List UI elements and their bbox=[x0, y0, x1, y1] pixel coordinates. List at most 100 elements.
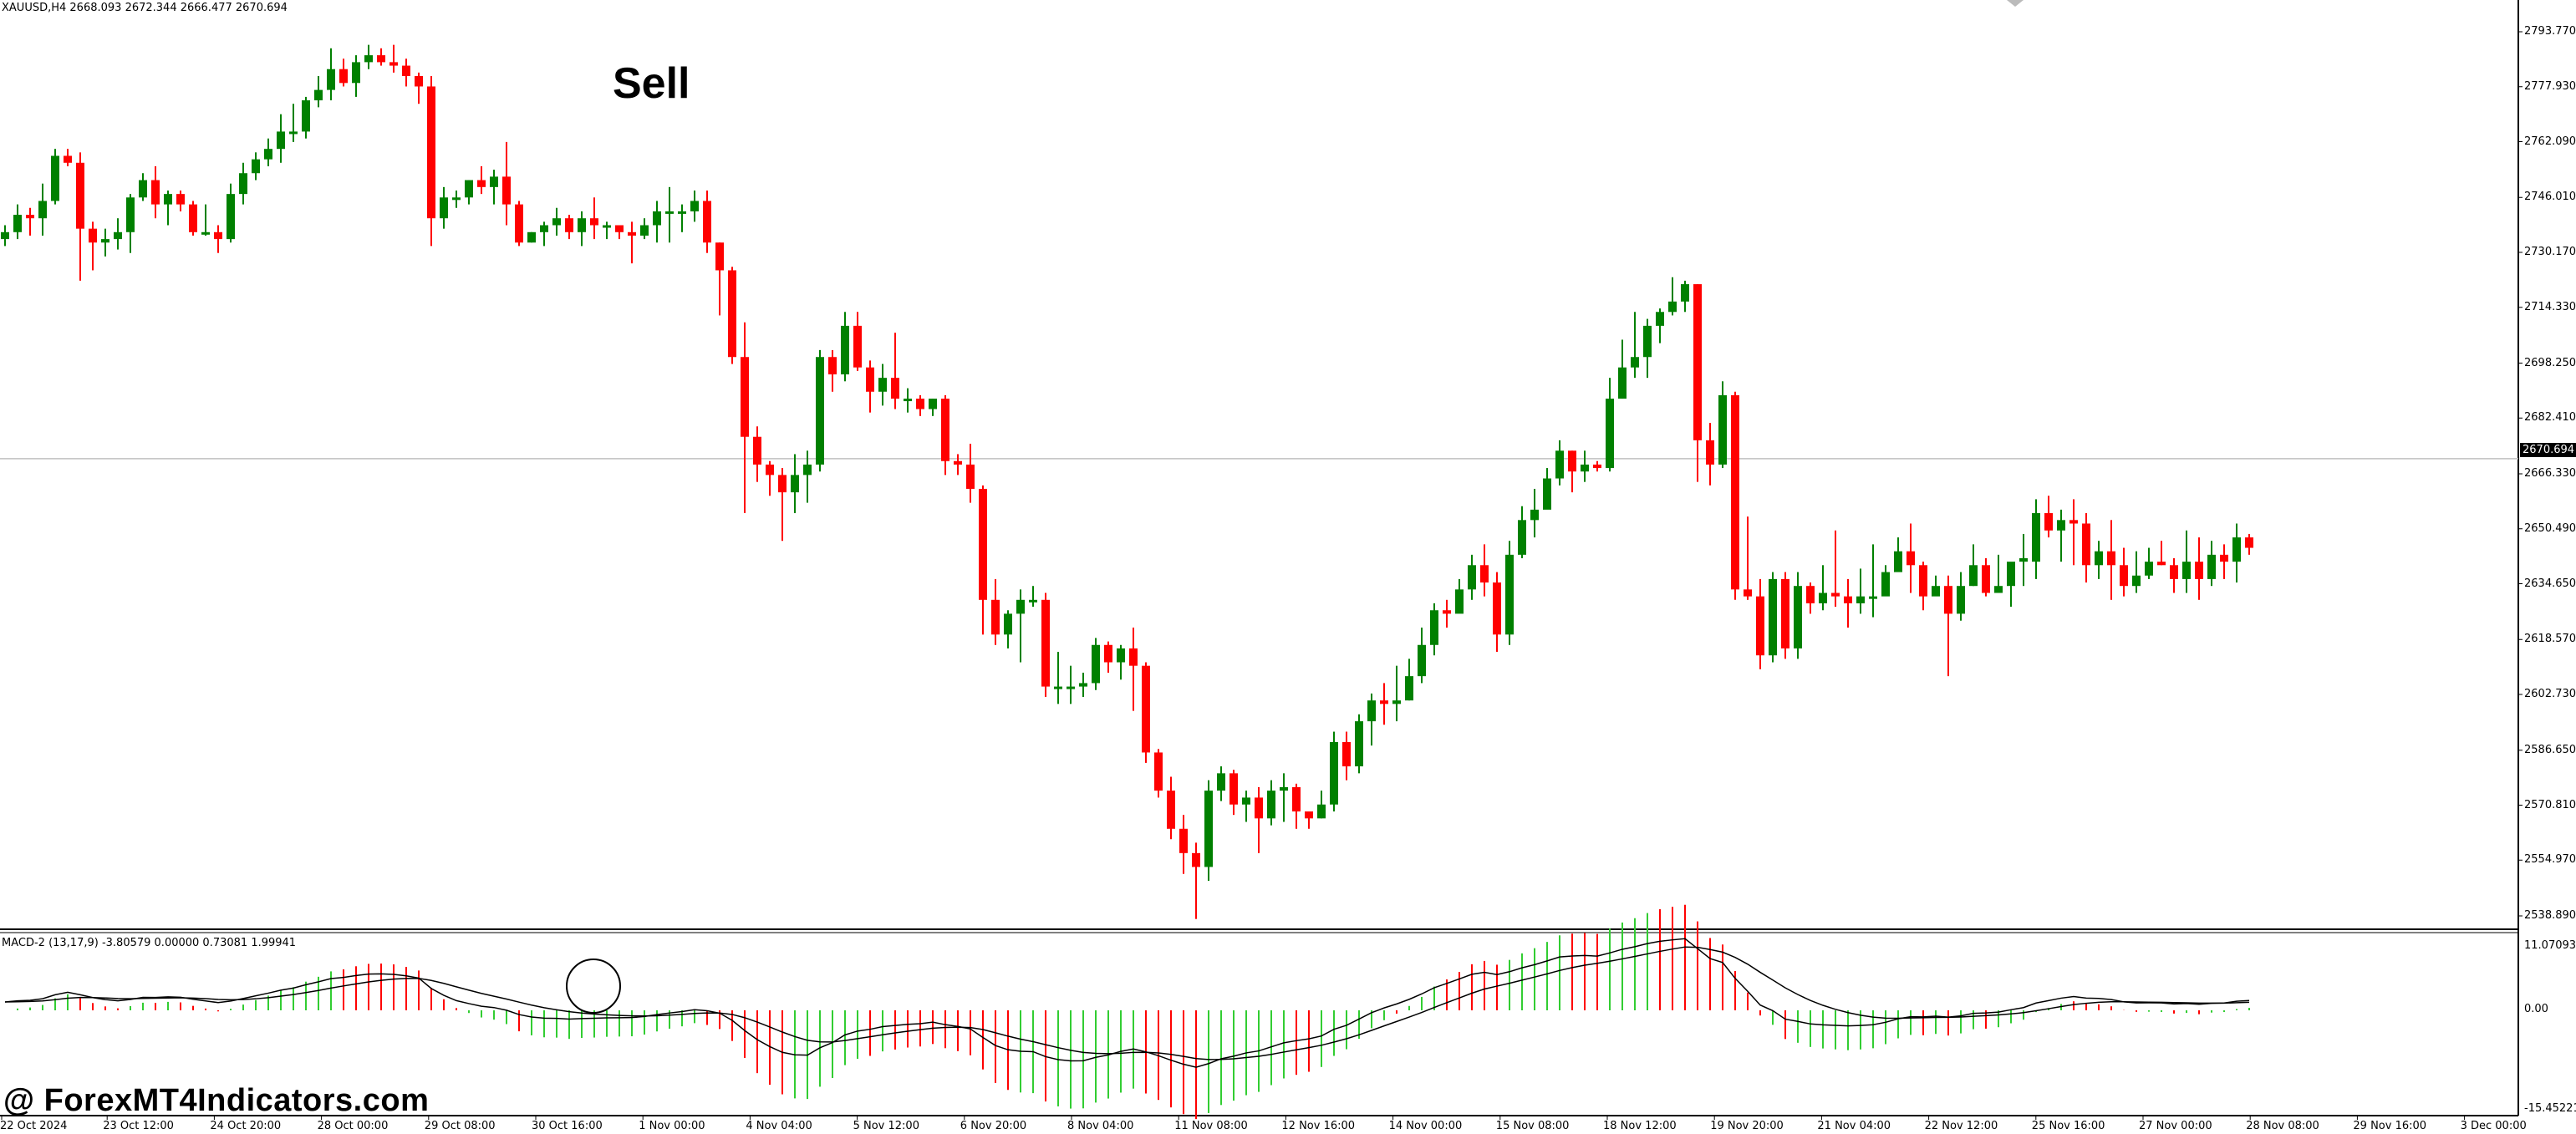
candle-body bbox=[1932, 586, 1940, 597]
candle-body bbox=[2182, 562, 2191, 579]
candle-body bbox=[1919, 565, 1927, 597]
time-tick-label: 28 Oct 00:00 bbox=[317, 1120, 389, 1132]
time-tick-label: 3 Dec 00:00 bbox=[2460, 1120, 2527, 1132]
time-tick-label: 12 Nov 16:00 bbox=[1281, 1120, 1356, 1132]
candle-body bbox=[1117, 648, 1125, 663]
candle-body bbox=[1693, 284, 1702, 440]
candle-body bbox=[440, 197, 448, 219]
candle-body bbox=[590, 218, 598, 226]
candle-body bbox=[1443, 610, 1451, 614]
candle-body bbox=[1016, 599, 1025, 614]
candle-body bbox=[264, 149, 272, 160]
time-tick-label: 23 Oct 12:00 bbox=[103, 1120, 174, 1132]
candle-body bbox=[1367, 700, 1376, 722]
candle-body bbox=[490, 176, 498, 187]
candle-body bbox=[1907, 551, 1915, 566]
candle-body bbox=[126, 197, 135, 232]
macd-axis-bottom: -15.45221 bbox=[2524, 1102, 2576, 1115]
candle-body bbox=[13, 215, 22, 232]
candle-body bbox=[1342, 742, 1351, 767]
candle-body bbox=[1543, 478, 1551, 510]
candle-body bbox=[2057, 520, 2065, 531]
time-tick-label: 14 Nov 00:00 bbox=[1388, 1120, 1463, 1132]
candle-body bbox=[277, 131, 285, 150]
candle-body bbox=[1668, 301, 1677, 313]
candle-body bbox=[1631, 357, 1639, 368]
candle-body bbox=[1154, 752, 1163, 791]
candle-body bbox=[1493, 582, 1501, 635]
candle-body bbox=[753, 436, 761, 465]
candle-body bbox=[653, 211, 661, 226]
candle-body bbox=[477, 180, 486, 187]
candle-body bbox=[640, 225, 649, 236]
candle-body bbox=[1756, 596, 1764, 656]
candle-body bbox=[1731, 394, 1739, 590]
candle-body bbox=[314, 89, 323, 101]
time-tick-label: 18 Nov 12:00 bbox=[1603, 1120, 1677, 1132]
candle-body bbox=[866, 367, 874, 392]
candle-body bbox=[1681, 284, 1689, 302]
candle-body bbox=[364, 55, 373, 63]
price-tick-label: 2538.890 bbox=[2524, 909, 2576, 922]
candle-body bbox=[1041, 599, 1050, 687]
candle-body bbox=[339, 69, 348, 84]
candle-body bbox=[502, 176, 511, 205]
candle-body bbox=[1267, 791, 1275, 819]
candle-body bbox=[164, 194, 172, 205]
price-tick-label: 2682.410 bbox=[2524, 411, 2576, 425]
candle-body bbox=[891, 378, 899, 399]
candle-body bbox=[1217, 773, 1225, 791]
candle-body bbox=[515, 204, 523, 243]
candle-body bbox=[38, 201, 47, 219]
time-tick-label: 22 Oct 2024 bbox=[0, 1120, 68, 1132]
candle-body bbox=[1518, 520, 1526, 555]
candle-body bbox=[465, 180, 473, 198]
candle-body bbox=[690, 201, 699, 211]
candle-body bbox=[176, 194, 185, 205]
time-tick-label: 25 Nov 16:00 bbox=[2031, 1120, 2105, 1132]
candle-body bbox=[101, 239, 109, 243]
candle-body bbox=[201, 231, 210, 235]
candle-body bbox=[189, 204, 197, 232]
candle-body bbox=[252, 159, 260, 174]
price-tick-label: 2586.650 bbox=[2524, 743, 2576, 756]
candle-body bbox=[853, 325, 862, 368]
symbol-ohlc-header: XAUUSD,H4 2668.093 2672.344 2666.477 267… bbox=[2, 2, 288, 14]
time-tick-label: 5 Nov 12:00 bbox=[853, 1120, 919, 1132]
macd-line bbox=[4, 938, 2250, 1068]
crossover-circle-annotation bbox=[566, 959, 621, 1014]
candle-body bbox=[2145, 562, 2153, 576]
candle-body bbox=[1380, 700, 1388, 704]
candle-body bbox=[26, 215, 34, 219]
candle-body bbox=[1242, 797, 1250, 805]
candle-body bbox=[51, 155, 59, 201]
candle-body bbox=[1104, 644, 1112, 663]
candle-body bbox=[302, 100, 310, 132]
price-tick-label: 2714.330 bbox=[2524, 300, 2576, 313]
candle-body bbox=[1957, 586, 1965, 614]
candle-body bbox=[2019, 557, 2028, 562]
candle-body bbox=[803, 464, 812, 475]
candle-body bbox=[1418, 644, 1426, 677]
candle-body bbox=[2207, 554, 2216, 579]
candle-body bbox=[1618, 367, 1627, 399]
candle-body bbox=[139, 180, 147, 198]
candle-body bbox=[89, 228, 97, 243]
price-tick-label: 2777.930 bbox=[2524, 79, 2576, 93]
candle-body bbox=[1204, 791, 1213, 867]
chart-shift-marker-icon[interactable] bbox=[2007, 0, 2024, 7]
candle-body bbox=[1831, 592, 1840, 597]
price-tick-label: 2618.570 bbox=[2524, 633, 2576, 646]
candle-body bbox=[2044, 513, 2053, 531]
candle-body bbox=[1969, 565, 1978, 587]
candle-body bbox=[665, 211, 674, 214]
price-tick-label: 2762.090 bbox=[2524, 135, 2576, 148]
candle-body bbox=[1355, 721, 1363, 767]
candle-body bbox=[1480, 565, 1489, 583]
candle-body bbox=[540, 225, 548, 232]
candle-body bbox=[214, 231, 222, 240]
time-tick-label: 22 Nov 12:00 bbox=[1924, 1120, 1998, 1132]
time-tick-label: 11 Nov 08:00 bbox=[1174, 1120, 1248, 1132]
candle-body bbox=[1643, 325, 1652, 358]
